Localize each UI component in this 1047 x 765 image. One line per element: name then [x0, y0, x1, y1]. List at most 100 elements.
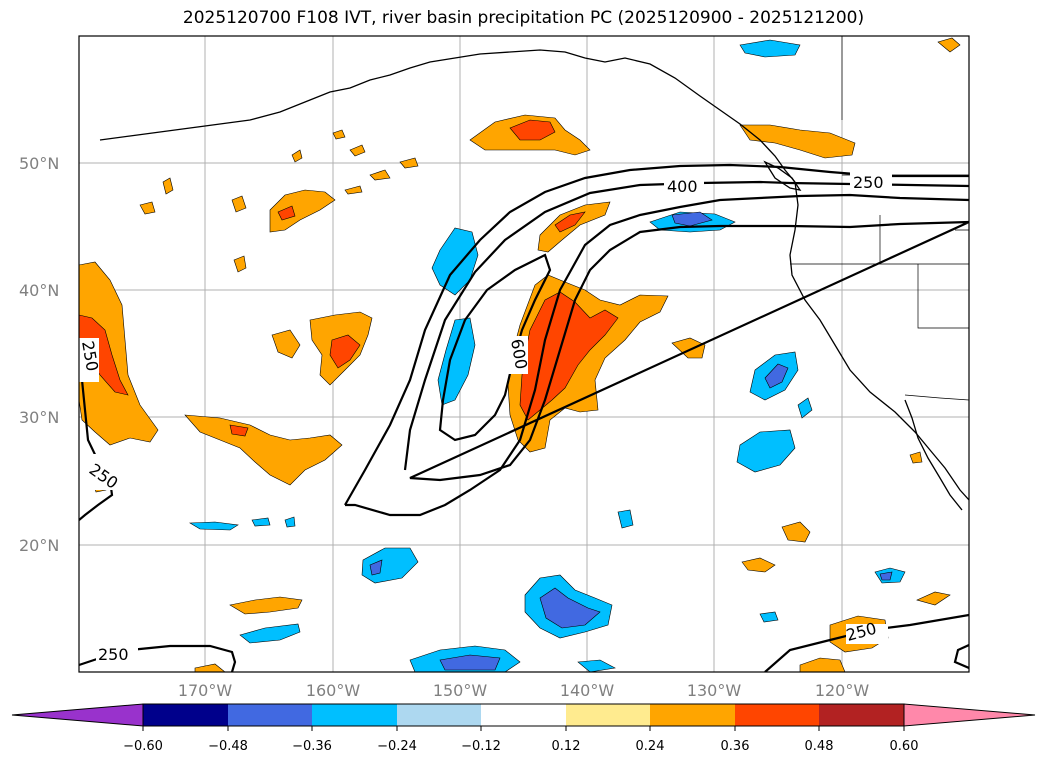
colorbar-swatch [312, 704, 397, 726]
orange-patch [739, 124, 856, 159]
blue-patch [759, 611, 779, 623]
orange-patch [229, 596, 303, 615]
orange-patch [369, 169, 391, 181]
orange-patch [909, 451, 923, 464]
longitude-ticks: 170°W 160°W 150°W 140°W 130°W 120°W [178, 681, 870, 700]
ivt-contour-250-main [344, 163, 969, 517]
lat-tick-50n: 50°N [19, 154, 59, 173]
orange-patch [799, 657, 846, 672]
blue-patch [617, 509, 634, 529]
blue-patch [879, 571, 893, 581]
colorbar-ticks [142, 726, 905, 731]
orange-patch [269, 189, 336, 233]
orange-patch [349, 144, 366, 157]
orange-patch [184, 414, 343, 486]
blue-patch [539, 587, 601, 629]
orange-patch [399, 157, 419, 169]
blue-patch [797, 397, 813, 419]
lat-tick-40n: 40°N [19, 281, 59, 300]
red-patch [229, 424, 249, 437]
blue-patch [369, 559, 383, 576]
colorbar-swatch [397, 704, 481, 726]
orange-patch [271, 329, 301, 359]
mexico-border [904, 394, 969, 401]
baja-coast [904, 399, 963, 511]
red-patch [329, 334, 361, 369]
orange-patch [162, 177, 174, 195]
orange-patch [332, 129, 346, 140]
colorbar-label: −0.12 [461, 739, 501, 754]
positive-anomaly-patches [79, 37, 961, 672]
colorbar-label: 0.12 [552, 739, 581, 754]
contour-label-400: 400 [667, 177, 698, 196]
ivt-contour-600 [438, 253, 552, 442]
map-title: 2025120700 F108 IVT, river basin precipi… [182, 8, 865, 28]
orange-patch [231, 195, 247, 213]
orange-patch [937, 37, 961, 53]
blue-patch [188, 521, 239, 531]
colorbar-label: 0.48 [805, 739, 834, 754]
colorbar: −0.60 −0.48 −0.36 −0.24 −0.12 0.12 0.24 … [11, 703, 1036, 754]
map-frame [78, 35, 970, 673]
coastlines [99, 49, 969, 511]
alaska-coastline [99, 49, 796, 183]
colorbar-min-extend [11, 703, 144, 727]
orange-patch [233, 255, 247, 273]
colorbar-swatch [735, 704, 819, 726]
contour-label-250-west: 250 [78, 339, 102, 372]
contour-label-250-north: 250 [853, 173, 884, 192]
blue-patch [739, 39, 801, 58]
orange-patch [139, 201, 156, 215]
lon-tick-130w: 130°W [687, 681, 742, 700]
orange-patch [537, 201, 611, 253]
lon-tick-170w: 170°W [178, 681, 233, 700]
red-patch [554, 211, 586, 233]
colorbar-label: 0.36 [721, 739, 750, 754]
colorbar-outline [142, 703, 905, 727]
lon-tick-140w: 140°W [560, 681, 615, 700]
orange-patch [291, 149, 303, 163]
lon-tick-160w: 160°W [306, 681, 361, 700]
blue-patch [239, 623, 301, 644]
blue-patch [284, 516, 296, 528]
colorbar-label: −0.60 [123, 739, 163, 754]
colorbar-max-extend [903, 703, 1036, 727]
orange-patch [194, 663, 226, 672]
blue-patch [736, 429, 796, 473]
colorbar-label: −0.48 [208, 739, 248, 754]
ivt-contour-400 [403, 180, 969, 482]
contour-labels: 400 600 250 250 250 250 250 [78, 172, 892, 664]
blue-patch [439, 654, 501, 671]
colorbar-label: −0.36 [292, 739, 332, 754]
lon-tick-150w: 150°W [433, 681, 488, 700]
colorbar-swatch [819, 704, 904, 726]
blue-patch [764, 363, 789, 389]
red-patch [509, 119, 556, 141]
colorbar-swatch [650, 704, 735, 726]
blue-patch [437, 317, 476, 406]
orange-patch [344, 185, 363, 195]
orange-patch [781, 521, 811, 543]
colorbar-label: −0.24 [377, 739, 417, 754]
orange-patch [916, 591, 951, 606]
west-coast [789, 181, 969, 501]
latitude-ticks: 50°N 40°N 30°N 20°N [19, 154, 59, 555]
red-patch [277, 205, 296, 221]
us-state-lines [790, 215, 969, 329]
colorbar-label: 0.24 [636, 739, 665, 754]
colorbar-swatch [566, 704, 650, 726]
lat-tick-30n: 30°N [19, 408, 59, 427]
red-patch [519, 291, 619, 421]
colorbar-swatch [481, 704, 566, 726]
lat-tick-20n: 20°N [19, 536, 59, 555]
orange-patch [741, 557, 776, 573]
blue-patch [251, 517, 271, 527]
blue-patch [671, 211, 713, 227]
colorbar-swatch [228, 704, 312, 726]
colorbar-swatch [143, 704, 228, 726]
orange-patch [671, 337, 706, 359]
blue-patch [577, 659, 616, 672]
lon-tick-120w: 120°W [815, 681, 870, 700]
colorbar-label: 0.60 [890, 739, 919, 754]
